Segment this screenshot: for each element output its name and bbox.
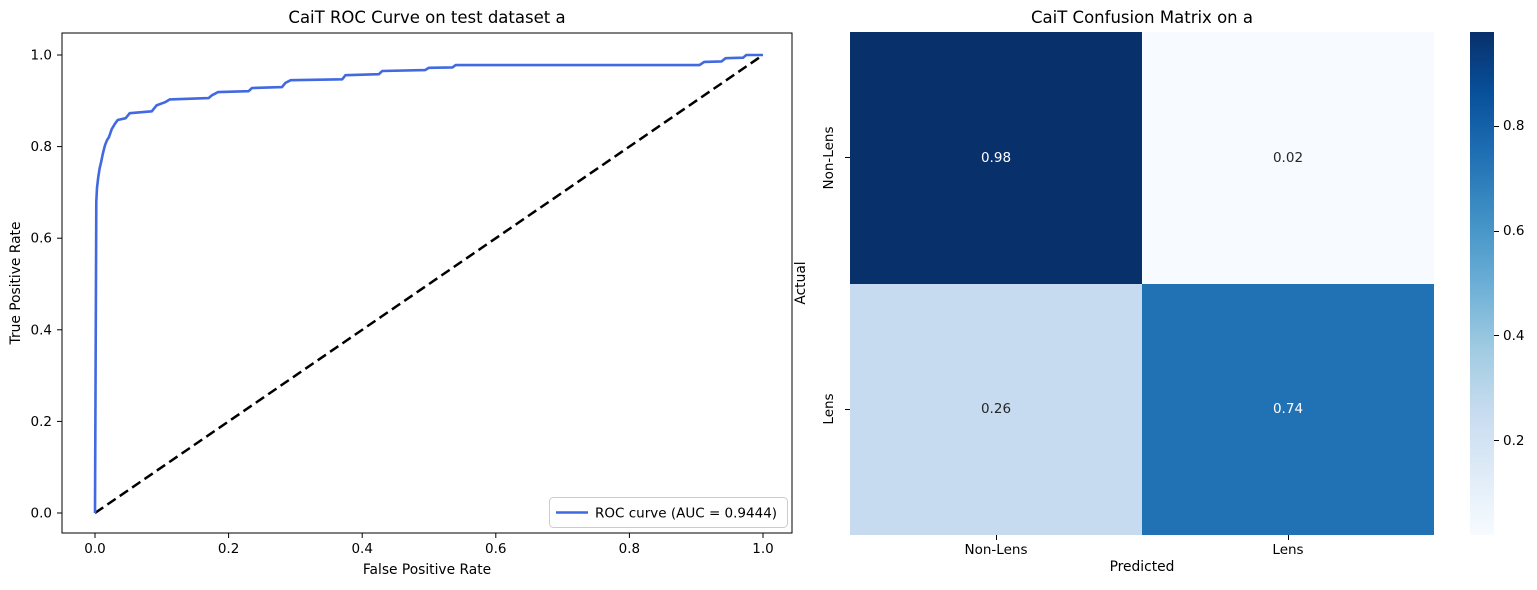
cm-ylabel: Actual [793, 261, 809, 305]
colorbar-tick-mark [1494, 335, 1499, 337]
roc-x-ticks: 0.0 0.2 0.4 0.6 0.8 1.0 [84, 533, 774, 557]
cm-cell: 0.02 [1142, 32, 1434, 284]
cm-y-tick-label: Lens [821, 393, 837, 425]
legend-box [549, 497, 788, 528]
x-tick-label: 0.0 [84, 541, 105, 557]
x-tick-label: 0.2 [218, 541, 239, 557]
roc-title: CaiT ROC Curve on test dataset a [288, 8, 565, 27]
roc-y-ticks: 0.0 0.2 0.4 0.6 0.8 1.0 [31, 48, 62, 522]
cm-title: CaiT Confusion Matrix on a [1031, 8, 1253, 27]
x-tick-label: 0.6 [485, 541, 506, 557]
chance-diagonal-line [94, 53, 764, 515]
roc-axes-box [61, 32, 793, 534]
y-tick-label: 0.0 [31, 506, 52, 522]
x-tick-label: 0.4 [351, 541, 372, 557]
y-tick-label: 0.2 [31, 414, 52, 430]
cm-x-tick-mark [1287, 535, 1289, 540]
y-tick-label: 0.6 [31, 231, 52, 247]
colorbar-tick-mark [1494, 125, 1499, 127]
colorbar [1470, 32, 1494, 535]
cm-xlabel: Predicted [1109, 559, 1175, 575]
cm-y-tick-mark [845, 408, 850, 410]
cm-x-tick-label: Non-Lens [964, 542, 1028, 558]
cm-cell: 0.26 [850, 283, 1142, 535]
cm-cell: 0.74 [1142, 283, 1434, 535]
y-tick-label: 0.8 [31, 139, 52, 155]
roc-plot: CaiT ROC Curve on test dataset a 0.0 0.2 0… [8, 8, 793, 578]
roc-legend: ROC curve (AUC = 0.9444) [549, 497, 788, 528]
roc-xlabel: False Positive Rate [363, 562, 491, 578]
colorbar-tick-label: 0.4 [1503, 327, 1525, 344]
colorbar-tick-label: 0.6 [1503, 223, 1525, 240]
colorbar-tick-label: 0.8 [1503, 118, 1525, 135]
colorbar-tick-mark [1494, 440, 1499, 442]
x-tick-label: 1.0 [752, 541, 773, 557]
cm-x-tick-label: Lens [1272, 542, 1304, 558]
y-tick-label: 0.4 [31, 322, 52, 338]
cm-cell: 0.98 [850, 32, 1142, 284]
colorbar-tick-mark [1494, 230, 1499, 232]
roc-curve-line [93, 53, 763, 514]
legend-label: ROC curve (AUC = 0.9444) [595, 506, 777, 522]
x-tick-label: 0.8 [619, 541, 640, 557]
confusion-matrix: 0.98 0.02 0.26 0.74 [850, 32, 1434, 535]
cm-x-tick-mark [995, 535, 997, 540]
y-tick-label: 1.0 [31, 48, 52, 64]
cm-y-tick-label: Non-Lens [821, 126, 837, 190]
cm-y-tick-mark [845, 157, 850, 159]
colorbar-tick-label: 0.2 [1503, 432, 1525, 449]
roc-ylabel: True Positive Rate [8, 222, 24, 346]
